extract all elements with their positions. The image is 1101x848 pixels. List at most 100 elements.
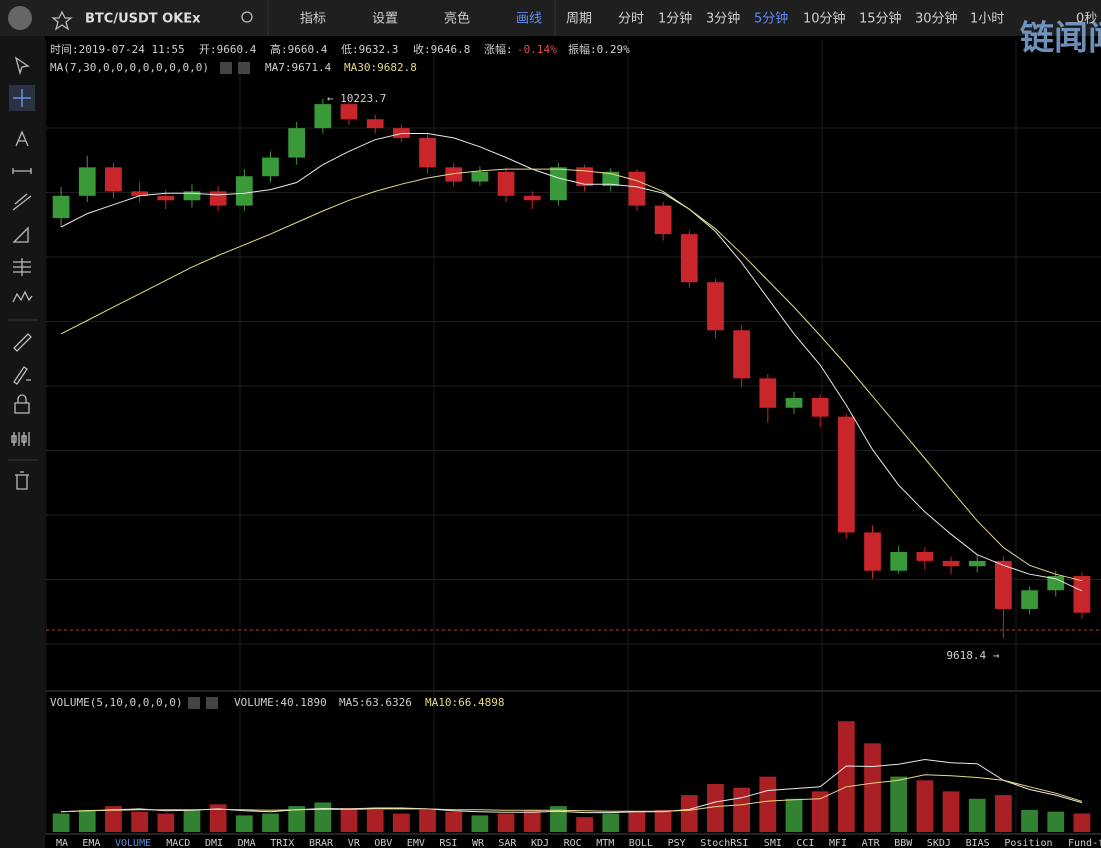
period-button[interactable]: 30分钟 — [915, 11, 958, 27]
indicator-tab[interactable]: ATR — [862, 838, 881, 848]
volume-bar — [602, 813, 620, 832]
period-button[interactable]: 周期 — [566, 12, 592, 27]
tool-button[interactable]: 亮色 — [444, 11, 470, 27]
info-line: 时间:2019-07-24 11:55 开:9660.4 高:9660.4 低:… — [50, 42, 630, 709]
volume-bar — [366, 809, 384, 832]
vol-value: VOLUME:40.1890 — [234, 696, 327, 709]
volume-bar — [785, 798, 803, 832]
candle-body — [1021, 590, 1038, 609]
volume-bar — [759, 776, 777, 832]
indicator-tab[interactable]: DMA — [238, 838, 256, 848]
candle-body — [183, 191, 201, 201]
volume-bar — [209, 804, 227, 832]
candle-body — [340, 104, 358, 120]
tool-icons — [8, 56, 38, 490]
lock-tool[interactable] — [14, 394, 30, 414]
candle-body — [366, 119, 384, 129]
candle-body — [576, 167, 593, 187]
volume-bar — [392, 813, 410, 832]
indicator-tab[interactable]: Fund-flow — [1068, 838, 1101, 848]
cross-tool[interactable] — [13, 89, 31, 107]
indicator-tab[interactable]: MFI — [829, 838, 847, 848]
close-btn[interactable] — [238, 62, 250, 74]
volume-bar — [105, 806, 122, 832]
indicator-tab[interactable]: ROC — [564, 838, 582, 848]
star-icon[interactable] — [51, 10, 73, 31]
volume-bar — [262, 813, 279, 832]
tool-button[interactable]: 画线 — [516, 12, 542, 27]
pen-tool[interactable] — [13, 366, 31, 385]
indicator-tab[interactable]: TRIX — [270, 838, 294, 848]
candle-body — [968, 560, 986, 567]
cursor-tool[interactable] — [14, 56, 30, 76]
period-button[interactable]: 分时 — [618, 12, 644, 27]
candle-body — [1073, 576, 1091, 613]
tool-button[interactable]: 设置 — [372, 12, 398, 27]
indicator-tab[interactable]: EMV — [407, 838, 425, 848]
indicator-tab[interactable]: VOLUME — [115, 838, 151, 848]
channel-tool[interactable] — [12, 193, 32, 211]
settings-btn[interactable] — [188, 697, 200, 709]
delete-tool[interactable] — [15, 471, 29, 490]
period-button[interactable]: 15分钟 — [859, 11, 902, 27]
indicator-tab[interactable]: SAR — [498, 838, 517, 848]
vol-name: VOLUME(5,10,0,0,0,0) — [50, 696, 182, 709]
indicator-tab[interactable]: DMI — [205, 838, 223, 848]
indicator-tab[interactable]: BRAR — [309, 838, 334, 848]
volume-bar — [523, 809, 541, 832]
indicator-tab[interactable]: StochRSI — [700, 838, 748, 848]
wave-tool[interactable] — [12, 290, 33, 303]
ma30-value: MA30:9682.8 — [344, 61, 417, 74]
indicator-tab[interactable]: Position — [1004, 838, 1052, 848]
settings-btn[interactable] — [220, 62, 232, 74]
logo[interactable] — [8, 6, 32, 30]
volume-bar — [157, 813, 175, 832]
candle-tool[interactable] — [11, 432, 30, 446]
volume-bar — [340, 808, 358, 832]
indicator-tab[interactable]: PSY — [668, 838, 686, 848]
volume-bar — [314, 802, 332, 832]
indicator-tab[interactable]: RSI — [439, 838, 457, 848]
volume-bar — [942, 791, 960, 832]
indicator-tab[interactable]: WR — [472, 838, 485, 848]
period-button[interactable]: 10分钟 — [803, 11, 846, 27]
indicator-tab[interactable]: EMA — [82, 838, 100, 848]
indicator-tab[interactable]: MTM — [596, 838, 614, 848]
indicator-tab[interactable]: BOLL — [629, 838, 653, 848]
indicator-tab[interactable]: SKDJ — [927, 838, 951, 848]
text-tool[interactable] — [15, 130, 29, 147]
tool-button[interactable]: 指标 — [300, 12, 326, 27]
triangle-tool[interactable] — [12, 226, 29, 243]
search-icon[interactable] — [241, 11, 253, 23]
info-change: -0.14% — [517, 43, 557, 56]
candle-body — [157, 195, 175, 201]
indicator-tab[interactable]: CCI — [796, 838, 814, 848]
indicator-tab[interactable]: BBW — [894, 838, 913, 848]
indicator-tab[interactable]: SMI — [764, 838, 782, 848]
indicator-tab[interactable]: BIAS — [966, 838, 990, 848]
volume-bar — [497, 813, 515, 832]
period-button[interactable]: 3分钟 — [706, 11, 740, 27]
ma-name: MA(7,30,0,0,0,0,0,0,0,0) — [50, 61, 209, 74]
indicator-tab[interactable]: MA — [56, 838, 68, 848]
indicator-tab[interactable]: VR — [348, 838, 361, 848]
indicator-tab[interactable]: MACD — [166, 838, 190, 848]
period-button[interactable]: 1分钟 — [658, 11, 692, 27]
volume-bar — [288, 806, 306, 832]
line-tool[interactable] — [12, 168, 32, 174]
info-change-label: 涨幅: — [484, 43, 513, 56]
fib-tool[interactable] — [13, 258, 31, 276]
max-label: ← 10223.7 — [327, 92, 387, 105]
symbol[interactable]: BTC/USDT OKEx — [85, 12, 201, 27]
grid — [45, 40, 1101, 834]
candle-body — [602, 171, 620, 187]
indicator-tab[interactable]: KDJ — [531, 838, 549, 848]
close-btn[interactable] — [206, 697, 218, 709]
candle-body — [811, 397, 829, 417]
period-button[interactable]: 1小时 — [970, 12, 1004, 27]
period-button[interactable]: 5分钟 — [754, 11, 788, 27]
indicator-tab[interactable]: OBV — [374, 838, 392, 848]
candle-body — [105, 167, 122, 192]
ruler-tool[interactable] — [13, 333, 32, 352]
